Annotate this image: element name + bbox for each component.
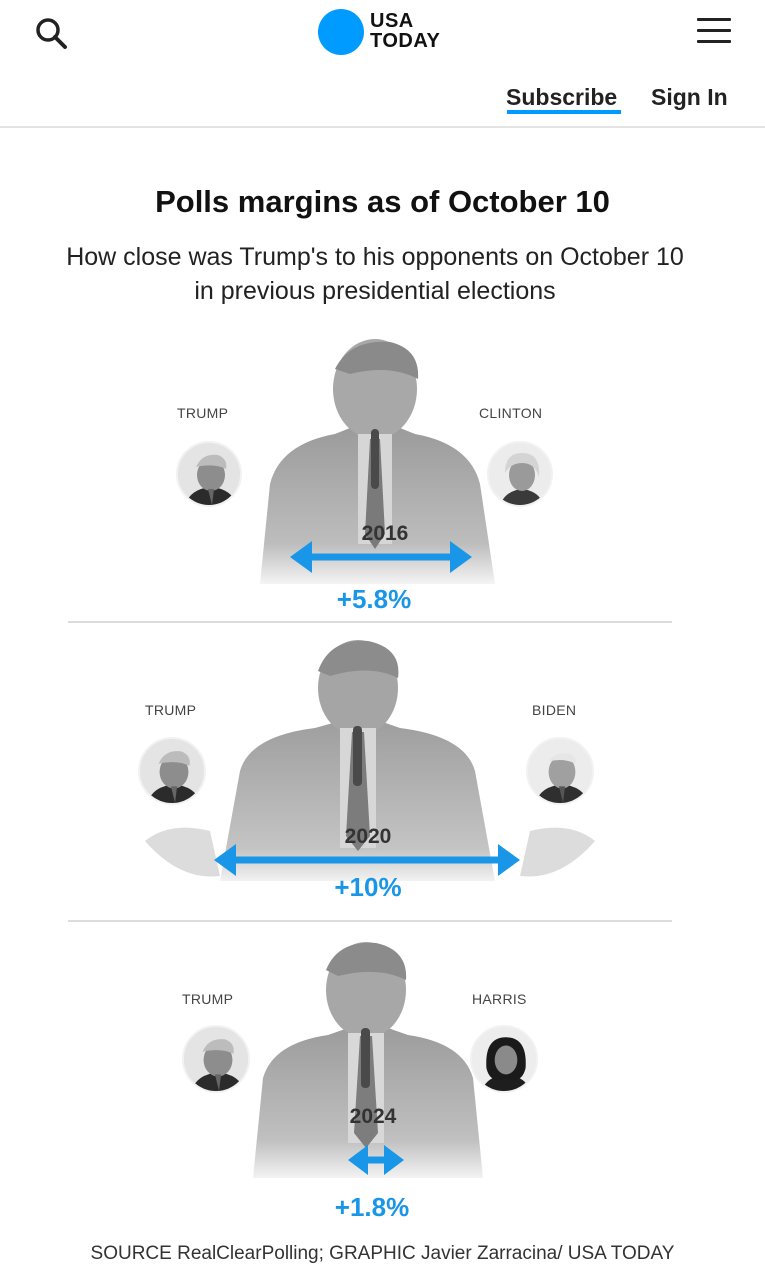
margin-arrow [348,1145,404,1175]
trump-speaking-photo [260,339,495,584]
hamburger-menu-icon[interactable] [697,16,733,46]
trump-portrait-icon [178,443,240,505]
logo-text: USA TODAY [370,10,441,52]
margin-arrow [214,844,520,876]
trump-portrait-icon [184,1027,248,1091]
subscribe-underline [507,110,621,114]
clinton-avatar [487,441,553,507]
trump-avatar [176,441,242,507]
search-icon [36,18,67,49]
graphic-source-credit: SOURCE RealClearPolling; GRAPHIC Javier … [90,1243,675,1264]
sign-in-link[interactable]: Sign In [651,84,728,110]
graphic-title: Polls margins as of October 10 [155,184,610,219]
clinton-portrait-icon [489,443,551,505]
harris-avatar [470,1025,538,1093]
margin-value: +5.8% [336,584,412,614]
left-candidate-label: TRUMP [182,991,234,1007]
logo-circle [318,9,364,55]
left-candidate-label: TRUMP [177,405,229,421]
right-candidate-label: BIDEN [532,702,577,718]
left-candidate-label: TRUMP [145,702,197,718]
margin-value: +10% [334,872,402,902]
graphic-subtitle: How close was Trump's to his opponents o… [66,243,684,305]
margin-value: +1.8% [334,1192,410,1222]
subscribe-link[interactable]: Subscribe [506,84,618,110]
year-label: 2024 [349,1105,397,1128]
trump-portrait-icon [140,739,204,803]
year-label: 2020 [344,825,392,848]
search-button[interactable] [30,12,74,56]
margin-arrow [290,541,472,573]
biden-avatar [526,737,594,805]
usa-today-logo[interactable]: USA TODAY [318,9,458,57]
panel-divider [68,920,672,922]
biden-portrait-icon [528,739,592,803]
right-candidate-label: CLINTON [479,405,543,421]
trump-avatar [182,1025,250,1093]
trump-speaking-photo [145,640,595,881]
trump-avatar [138,737,206,805]
site-header: USA TODAY Subscribe Sign In [0,0,765,128]
right-candidate-label: HARRIS [472,991,527,1007]
year-label: 2016 [361,522,409,545]
trump-speaking-photo [253,942,483,1178]
harris-portrait-icon [472,1027,536,1091]
panel-divider [68,621,672,623]
